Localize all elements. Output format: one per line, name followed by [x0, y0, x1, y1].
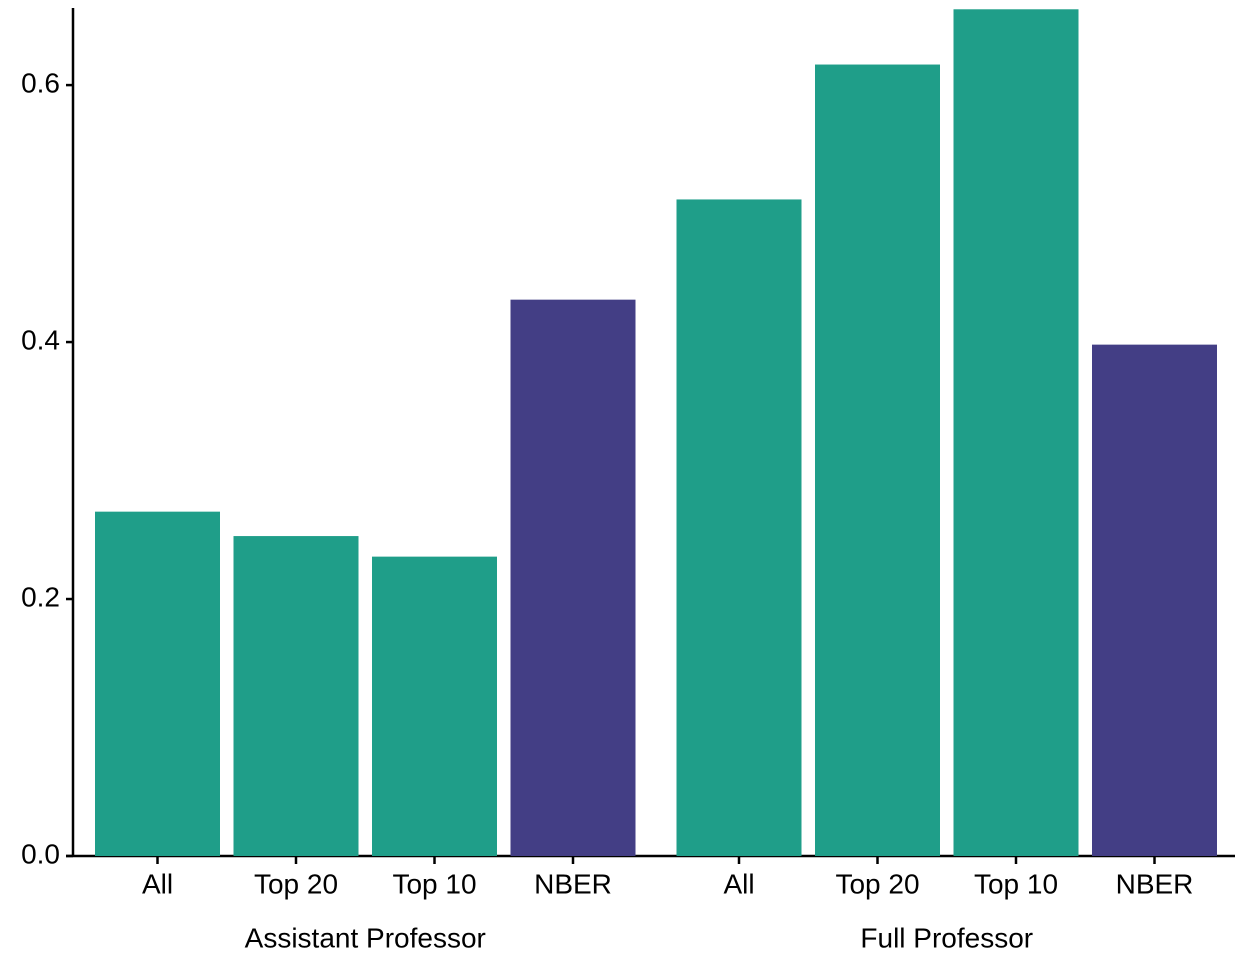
bar [372, 556, 497, 856]
x-tick-label: Top 20 [254, 868, 338, 899]
bar [1092, 344, 1217, 856]
x-tick-label: All [142, 868, 173, 899]
x-tick-label: Top 20 [835, 868, 919, 899]
bar [233, 536, 359, 856]
y-tick-label: 0.6 [21, 67, 60, 98]
x-tick-label: NBER [1116, 868, 1194, 899]
x-tick-label: All [723, 868, 754, 899]
x-tick-label: Top 10 [392, 868, 476, 899]
group-label: Full Professor [860, 922, 1033, 953]
y-tick-label: 0.4 [21, 324, 60, 355]
group-label: Assistant Professor [245, 922, 486, 953]
y-tick-label: 0.2 [21, 581, 60, 612]
bar [815, 64, 940, 857]
bar [95, 511, 220, 856]
x-tick-label: Top 10 [974, 868, 1058, 899]
x-tick-label: NBER [534, 868, 612, 899]
bar [510, 299, 636, 856]
bar [676, 199, 802, 856]
bar [953, 9, 1079, 856]
y-tick-label: 0.0 [21, 838, 60, 869]
